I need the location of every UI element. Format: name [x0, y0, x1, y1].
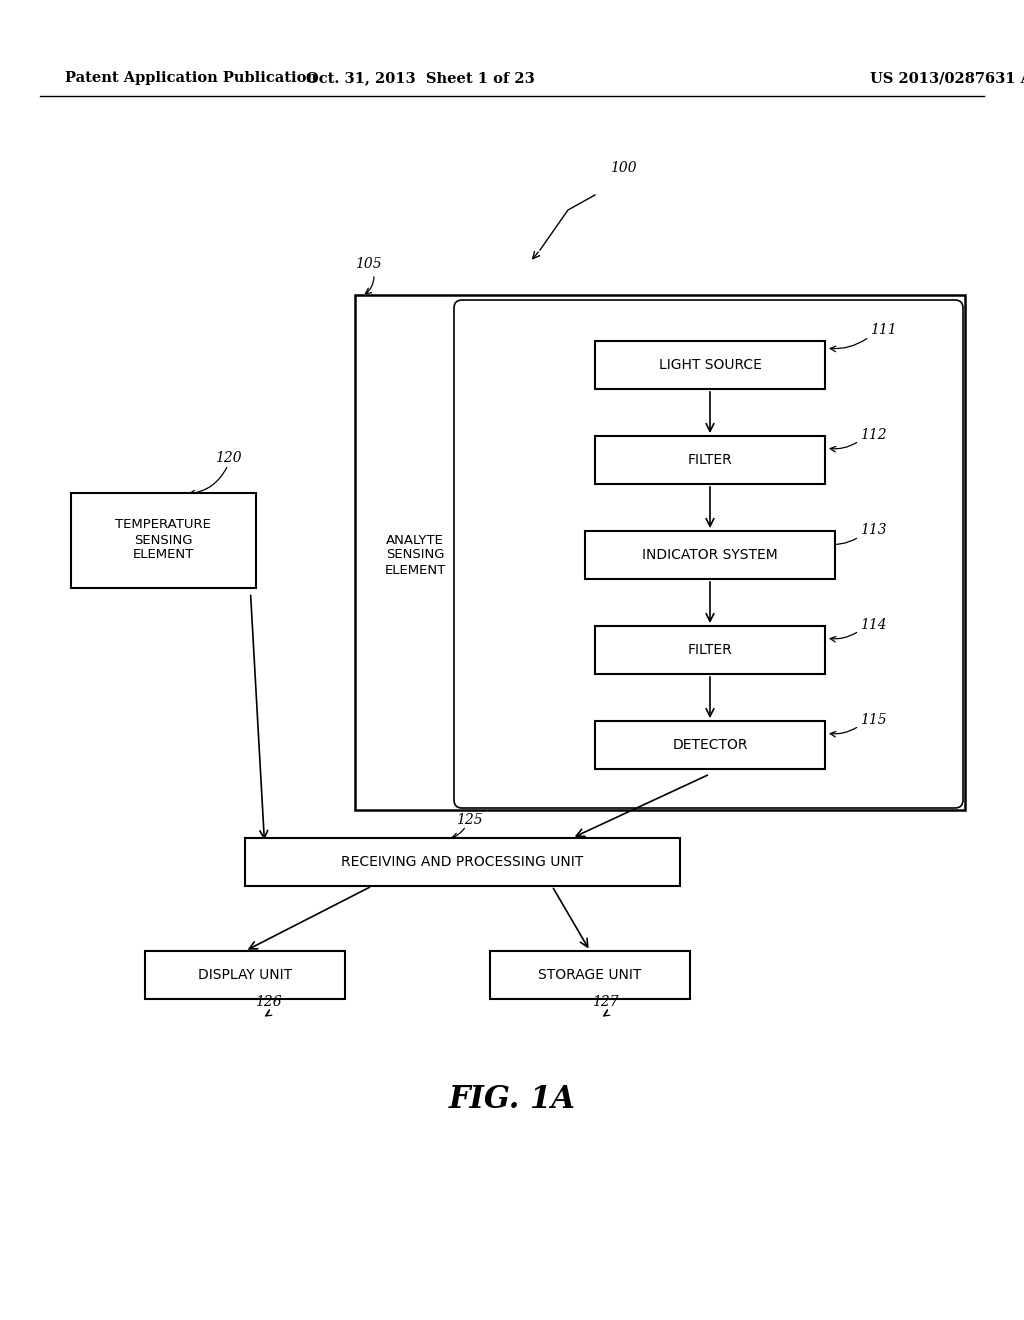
- Bar: [245, 838, 680, 886]
- Text: Patent Application Publication: Patent Application Publication: [65, 71, 317, 84]
- Text: Oct. 31, 2013  Sheet 1 of 23: Oct. 31, 2013 Sheet 1 of 23: [305, 71, 535, 84]
- Bar: [355, 294, 965, 810]
- Bar: [595, 436, 825, 484]
- Bar: [595, 721, 825, 770]
- Text: 100: 100: [610, 161, 637, 176]
- Text: 125: 125: [456, 813, 482, 828]
- Text: RECEIVING AND PROCESSING UNIT: RECEIVING AND PROCESSING UNIT: [341, 855, 583, 869]
- Text: 105: 105: [355, 257, 382, 271]
- Bar: [145, 950, 345, 999]
- Text: INDICATOR SYSTEM: INDICATOR SYSTEM: [642, 548, 778, 562]
- Text: 120: 120: [215, 451, 242, 465]
- Bar: [595, 626, 825, 675]
- Text: DISPLAY UNIT: DISPLAY UNIT: [198, 968, 292, 982]
- Text: US 2013/0287631 A1: US 2013/0287631 A1: [870, 71, 1024, 84]
- Text: 112: 112: [860, 428, 887, 442]
- Bar: [595, 341, 825, 389]
- Text: FIG. 1A: FIG. 1A: [449, 1085, 575, 1115]
- Text: TEMPERATURE
SENSING
ELEMENT: TEMPERATURE SENSING ELEMENT: [115, 519, 211, 561]
- Text: 127: 127: [592, 995, 618, 1008]
- Bar: [71, 492, 256, 587]
- Bar: [585, 531, 835, 579]
- Text: FILTER: FILTER: [688, 643, 732, 657]
- Text: ANALYTE
SENSING
ELEMENT: ANALYTE SENSING ELEMENT: [384, 533, 445, 577]
- Text: 126: 126: [255, 995, 282, 1008]
- Text: STORAGE UNIT: STORAGE UNIT: [539, 968, 642, 982]
- Text: 114: 114: [860, 618, 887, 632]
- Text: 115: 115: [860, 713, 887, 727]
- Text: LIGHT SOURCE: LIGHT SOURCE: [658, 358, 762, 372]
- Text: DETECTOR: DETECTOR: [672, 738, 748, 752]
- Text: 111: 111: [870, 323, 897, 337]
- Text: FILTER: FILTER: [688, 453, 732, 467]
- Text: 113: 113: [860, 523, 887, 537]
- Bar: [490, 950, 690, 999]
- FancyBboxPatch shape: [454, 300, 963, 808]
